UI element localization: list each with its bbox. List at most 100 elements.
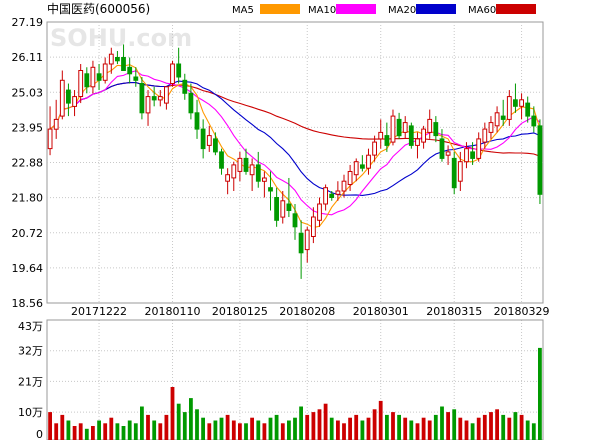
candle (372, 135, 378, 162)
volume-bar (219, 417, 224, 440)
candle-body-up (249, 164, 255, 176)
volume-bar (489, 412, 493, 440)
volume-bar (170, 387, 175, 440)
volume-bar (48, 412, 52, 440)
volume-bar (317, 409, 322, 440)
candle (170, 60, 175, 87)
price-tick-label: 26.11 (12, 51, 44, 64)
candle-body-down (329, 193, 335, 198)
volume-bar (446, 412, 450, 440)
volume-bar (427, 420, 432, 440)
volume-bar (84, 428, 89, 440)
candle-body-up (206, 135, 212, 146)
candle (47, 106, 53, 156)
volume-bar (366, 417, 371, 440)
candle (360, 155, 365, 172)
candle (164, 86, 169, 110)
candle-body-down (127, 66, 133, 75)
volume-bar (470, 423, 475, 440)
volume-bar (421, 417, 426, 440)
volume-bar (121, 426, 126, 440)
candle (102, 57, 108, 84)
price-tick-label: 21.80 (12, 192, 44, 205)
candle-body-up (347, 171, 353, 185)
volume-bar (287, 420, 291, 440)
candle (537, 119, 543, 205)
candle-body-up (378, 131, 384, 140)
volume-bar (213, 420, 218, 440)
candle-body-up (519, 99, 525, 107)
volume-bar (440, 406, 444, 440)
date-axis: 20171222 20180110 20180125 20180208 20180301… (71, 305, 550, 318)
candle-body-up (457, 161, 463, 182)
volume-bar (513, 412, 518, 440)
candle (513, 83, 518, 113)
candle-body-up (323, 187, 329, 205)
volume-bar (378, 400, 383, 440)
candle-body-down (213, 138, 218, 153)
candle (445, 145, 451, 165)
volume-tick-label: 21万 (18, 375, 43, 388)
volume-bar (305, 414, 310, 440)
candle-body-up (90, 66, 96, 88)
volume-bar (501, 414, 506, 440)
candle-body-down (408, 125, 414, 146)
candle (262, 171, 267, 198)
date-label: 20180125 (212, 305, 268, 318)
volume-bar (391, 412, 395, 440)
volume-bar (360, 420, 365, 440)
candle-body-down (133, 76, 139, 81)
header: 中国医药(600056) MA5 MA10 MA20 MA60 (47, 1, 536, 16)
candle-body-down (537, 125, 543, 195)
candle-body-up (72, 96, 77, 107)
volume-grid (47, 350, 543, 413)
price-tick-label: 22.88 (12, 157, 44, 170)
candle (268, 171, 273, 211)
candle-body-up (145, 96, 151, 114)
candle (286, 177, 292, 218)
volume-bar (476, 417, 481, 440)
candle (402, 116, 408, 139)
volume-bar (72, 426, 77, 440)
price-axis: 27.19 26.11 25.03 23.95 22.88 21.80 20.72 19.64… (12, 16, 44, 310)
volume-bar (115, 423, 120, 440)
candle (451, 151, 457, 195)
candle-body-up (304, 229, 310, 251)
volume-bar (78, 423, 83, 440)
legend-label-ma10: MA10 (308, 5, 336, 16)
candle-body-up (335, 190, 341, 195)
candle (72, 90, 77, 117)
candle (433, 116, 439, 143)
candle-body-down (433, 122, 439, 137)
candle-body-up (164, 86, 169, 104)
candle-body-down (115, 57, 120, 62)
volume-bar (397, 414, 401, 440)
candle (494, 106, 500, 133)
volume-bar (250, 417, 254, 440)
volume-bar (97, 420, 101, 440)
candle (390, 109, 396, 146)
candle (121, 44, 126, 71)
volume-bar (329, 417, 334, 440)
candle-body-down (360, 164, 365, 169)
volume-bar (415, 423, 420, 440)
candle-body-down (151, 96, 157, 101)
candle (408, 122, 414, 149)
volume-bar (458, 417, 463, 440)
candle-body-down (96, 73, 102, 81)
candle (531, 106, 537, 133)
candle (151, 86, 157, 107)
candle (298, 220, 304, 279)
candle-body-down (525, 102, 531, 117)
candle (237, 151, 243, 182)
volume-bar (109, 417, 114, 440)
candle-body-up (311, 216, 316, 237)
candle-body-up (237, 157, 243, 172)
candle (329, 190, 335, 201)
date-label: 20180301 (353, 305, 409, 318)
candle (274, 187, 280, 227)
candle-body-up (482, 128, 488, 143)
candle-body-up (341, 180, 347, 192)
price-tick-label: 23.95 (12, 121, 44, 134)
legend-label-ma60: MA60 (468, 5, 496, 16)
